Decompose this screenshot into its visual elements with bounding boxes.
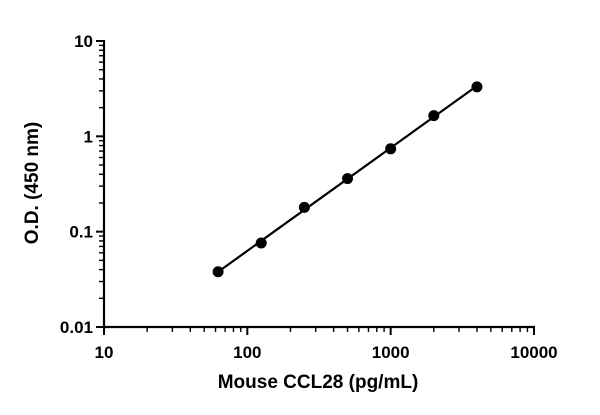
data-point	[342, 173, 354, 185]
y-tick-label: 1	[84, 127, 93, 146]
y-axis-title: O.D. (450 nm)	[22, 122, 43, 244]
y-tick-label: 10	[74, 32, 93, 51]
x-tick-label: 1000	[372, 343, 410, 362]
data-point	[471, 81, 483, 93]
x-tick-label: 100	[233, 343, 261, 362]
data-point	[255, 237, 267, 249]
x-tick-label: 10	[95, 343, 114, 362]
axes	[102, 40, 535, 329]
x-axis-title: Mouse CCL28 (pg/mL)	[218, 372, 419, 393]
data-point	[385, 143, 397, 155]
y-tick-label: 0.01	[60, 318, 93, 337]
x-tick-label: 10000	[510, 343, 557, 362]
data-point	[428, 110, 440, 122]
y-tick-label: 0.1	[69, 223, 93, 242]
data-point	[298, 201, 310, 213]
ticks: 10 100 1000 10000 0.01 0.1 1 10	[60, 32, 558, 362]
data-points	[212, 81, 483, 278]
data-point	[212, 266, 224, 278]
